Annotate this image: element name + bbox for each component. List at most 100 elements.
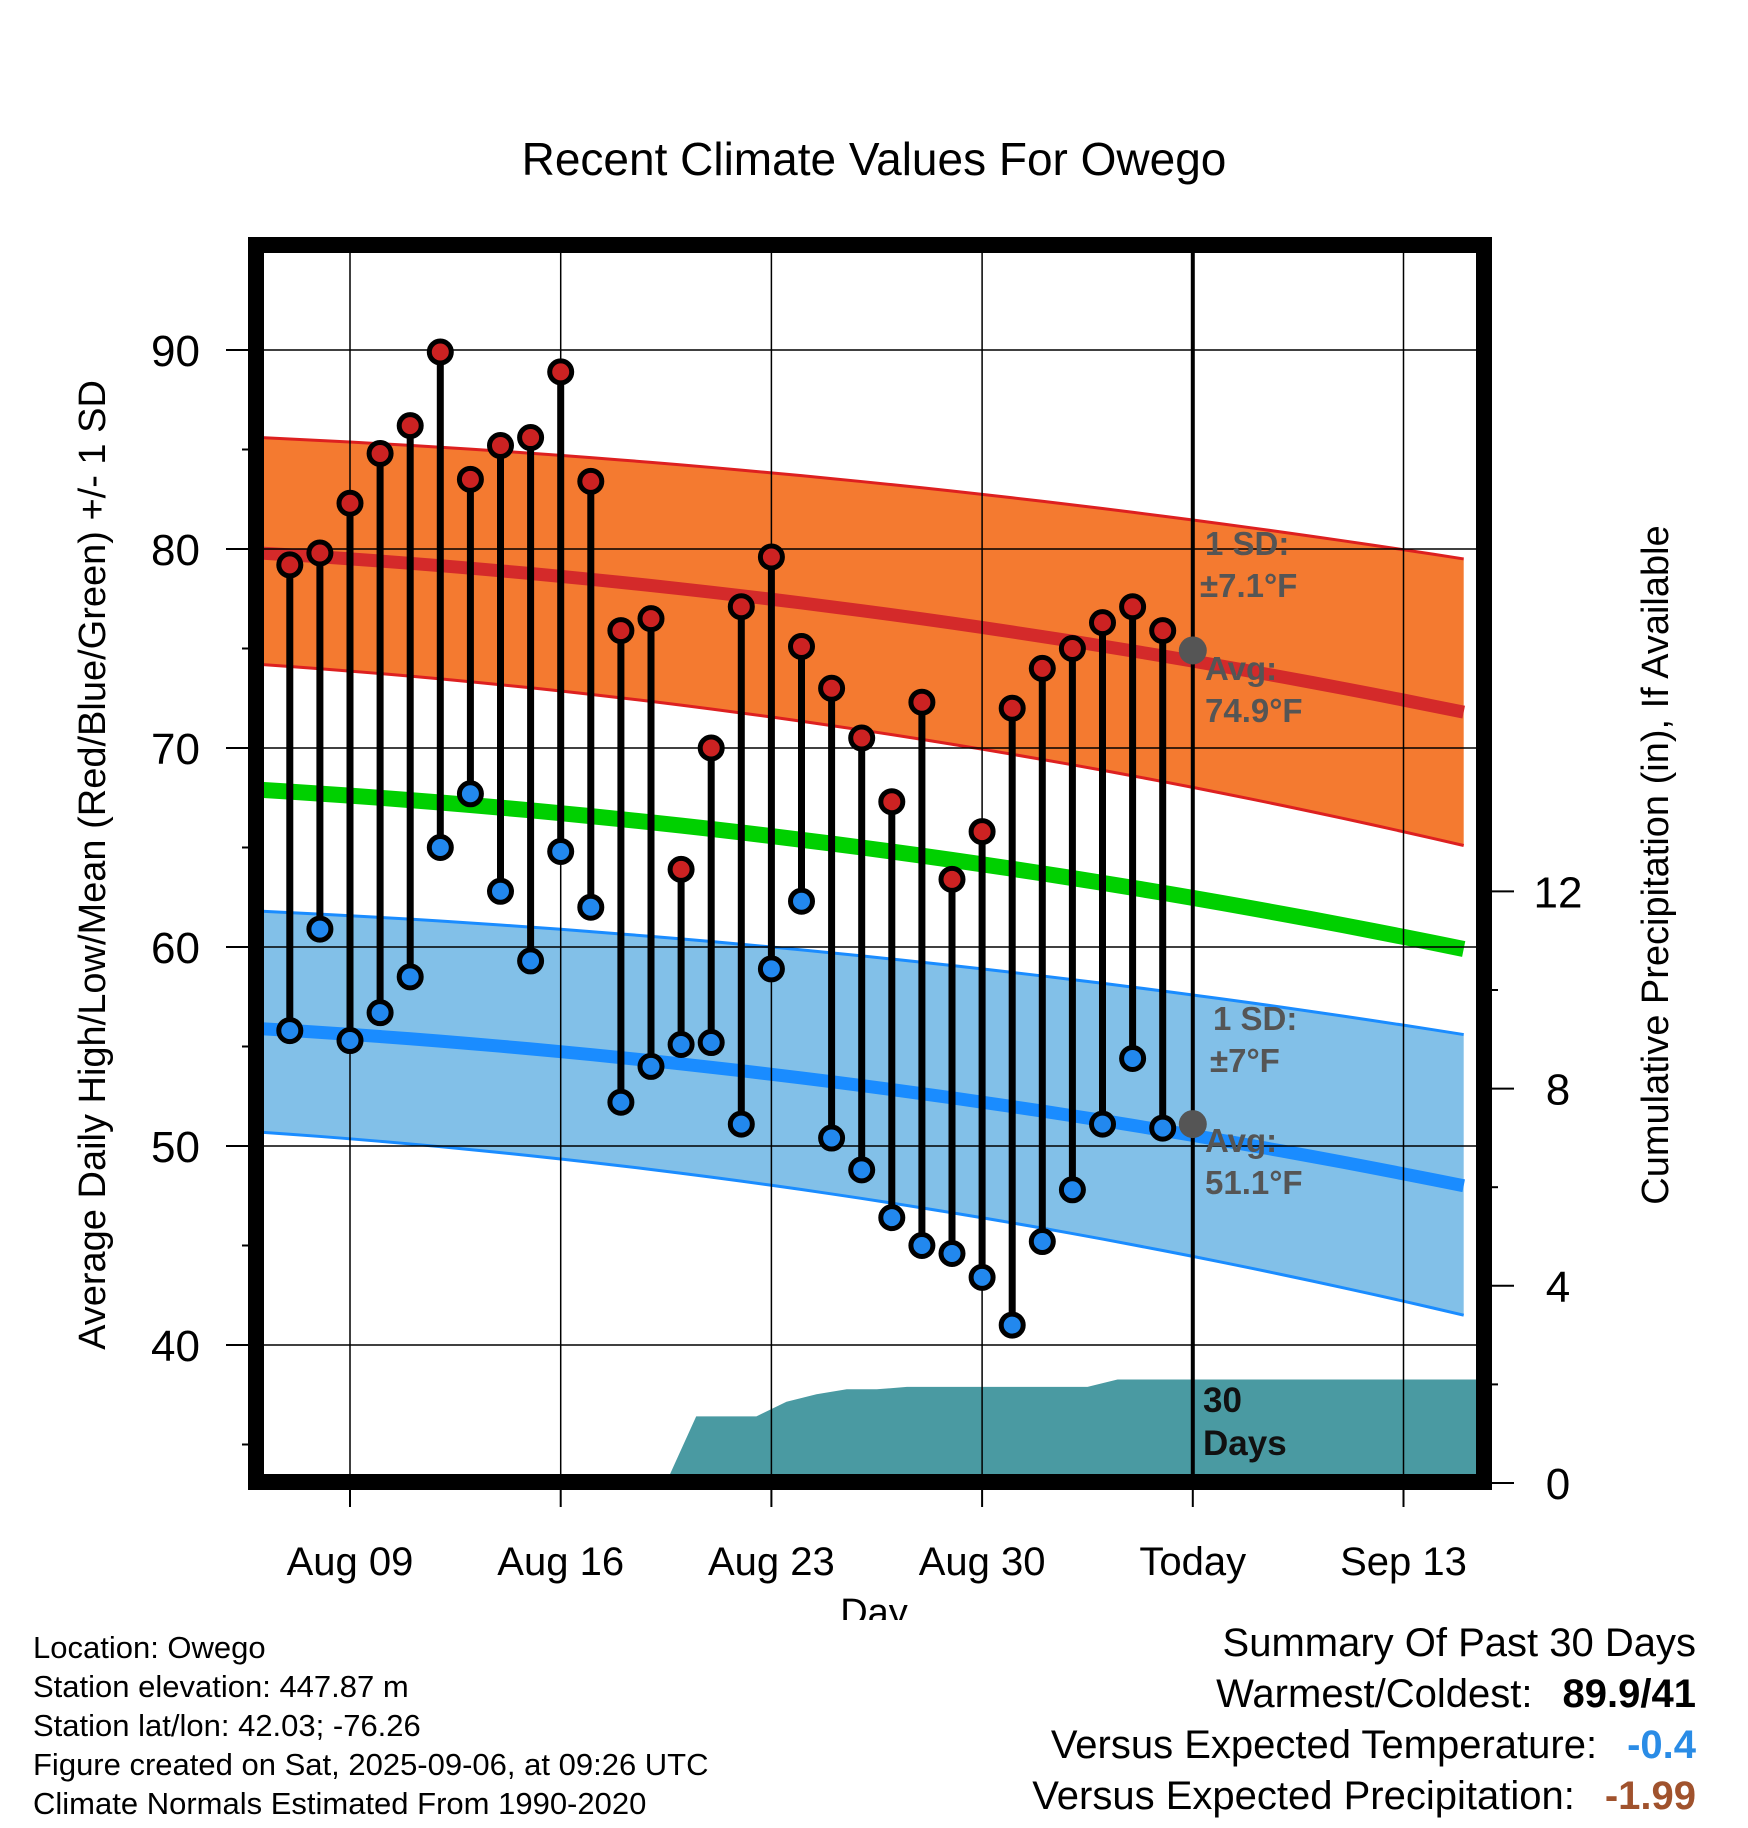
- high-point: [607, 617, 635, 645]
- low-point: [547, 837, 575, 865]
- high-point: [637, 605, 665, 633]
- y-left-tick-label: 70: [151, 725, 200, 774]
- x-tick-label: Aug 16: [497, 1540, 624, 1584]
- y-right-tick-label: 0: [1546, 1460, 1570, 1509]
- low-point: [757, 955, 785, 983]
- today-high-marker: [1178, 636, 1207, 665]
- x-tick-label: Aug 30: [919, 1540, 1046, 1584]
- high-point: [336, 489, 364, 517]
- high-point: [1119, 593, 1147, 621]
- low-point: [1149, 1114, 1177, 1142]
- high-point: [1089, 609, 1116, 637]
- station-info: Location: Owego Station elevation: 447.8…: [33, 1628, 709, 1823]
- low-point: [998, 1311, 1026, 1339]
- summary-temp-row: Versus Expected Temperature: -0.4: [1032, 1720, 1696, 1771]
- high-point: [788, 633, 815, 661]
- warmest-value: 89.9/41: [1562, 1672, 1696, 1716]
- low-point: [366, 999, 394, 1027]
- low-point: [788, 887, 815, 915]
- low-sd-label: 1 SD:: [1213, 1000, 1297, 1037]
- y-left-tick-label: 80: [151, 526, 200, 575]
- high-sd-value: ±7.1°F: [1200, 567, 1297, 604]
- high-point: [757, 543, 785, 571]
- normals-text: Climate Normals Estimated From 1990-2020: [33, 1786, 647, 1821]
- low-point: [637, 1052, 665, 1080]
- location-text: Location: Owego: [33, 1630, 266, 1665]
- y-left-tick-label: 50: [151, 1123, 200, 1172]
- high-point: [1149, 617, 1177, 645]
- high-point: [998, 694, 1026, 722]
- low-point: [276, 1017, 304, 1045]
- low-sd-band-lower-edge: [259, 1130, 1465, 1317]
- low-point: [1058, 1176, 1086, 1204]
- precipitation-area: [259, 1379, 1485, 1483]
- high-point: [547, 358, 575, 386]
- high-point: [908, 688, 936, 716]
- high-point: [667, 855, 695, 883]
- y-right-tick-label: 4: [1546, 1263, 1570, 1312]
- summary-panel: Summary Of Past 30 Days Warmest/Coldest:…: [1032, 1618, 1696, 1822]
- high-avg-label: Avg:: [1205, 650, 1277, 687]
- y-left-tick-label: 40: [151, 1322, 200, 1371]
- temp-label: Versus Expected Temperature:: [1050, 1723, 1598, 1767]
- low-point: [517, 947, 545, 975]
- low-point: [667, 1031, 695, 1059]
- high-point: [968, 818, 996, 846]
- high-point: [727, 593, 755, 621]
- chart-title: Recent Climate Values For Owego: [522, 133, 1227, 185]
- x-tick-label: Aug 09: [287, 1540, 414, 1584]
- temp-value: -0.4: [1627, 1723, 1696, 1767]
- low-point: [336, 1027, 364, 1055]
- low-point: [396, 963, 424, 991]
- plot-frame: [248, 237, 1492, 1490]
- low-point: [487, 877, 514, 905]
- precip-value: -1.99: [1604, 1774, 1696, 1818]
- x-tick-label: Sep 13: [1340, 1540, 1467, 1584]
- high-avg-value: 74.9°F: [1205, 692, 1303, 729]
- high-point: [487, 432, 514, 460]
- elevation-text: Station elevation: 447.87 m: [33, 1669, 409, 1704]
- y-right-tick-label: 12: [1534, 868, 1583, 917]
- high-normal-line: [259, 546, 1465, 719]
- low-point: [968, 1263, 996, 1291]
- low-point: [426, 834, 454, 861]
- low-point: [878, 1204, 906, 1232]
- high-point: [426, 338, 454, 366]
- high-point: [878, 788, 906, 816]
- high-point: [697, 734, 725, 762]
- y-left-tick-label: 90: [151, 327, 200, 376]
- high-point: [938, 865, 966, 893]
- low-point: [1119, 1044, 1147, 1072]
- climate-chart: Recent Climate Values For Owego 1 SD: ±7.…: [72, 133, 1677, 1620]
- low-point: [848, 1156, 876, 1184]
- high-point: [276, 551, 304, 579]
- created-text: Figure created on Sat, 2025-09-06, at 09…: [33, 1747, 709, 1782]
- today-low-marker: [1178, 1110, 1207, 1139]
- low-point: [306, 915, 334, 943]
- low-point: [607, 1088, 635, 1116]
- low-avg-label: Avg:: [1205, 1122, 1277, 1159]
- high-point: [1028, 654, 1056, 682]
- y-right-tick-label: 8: [1546, 1066, 1570, 1115]
- plot-area: 1 SD: ±7.1°F Avg: 74.9°F 1 SD: ±7°F Avg: 51.1°F…: [151, 237, 1583, 1584]
- low-point: [818, 1124, 846, 1152]
- x-axis-label: Day: [840, 1592, 908, 1620]
- x-tick-label: Today: [1139, 1540, 1246, 1584]
- high-point: [517, 424, 545, 452]
- high-point: [456, 465, 484, 493]
- latlon-text: Station lat/lon: 42.03; -76.26: [33, 1708, 421, 1743]
- low-point: [727, 1110, 755, 1138]
- low-sd-value: ±7°F: [1210, 1042, 1280, 1079]
- warmest-label: Warmest/Coldest:: [1216, 1672, 1533, 1716]
- high-sd-band-upper-edge: [259, 436, 1464, 561]
- x-tick-label: Aug 23: [708, 1540, 835, 1584]
- high-point: [1058, 635, 1086, 662]
- precip-label-count: 30: [1203, 1381, 1242, 1420]
- low-point: [908, 1232, 936, 1259]
- high-point: [366, 439, 394, 467]
- summary-precip-row: Versus Expected Precipitation: -1.99: [1032, 1771, 1696, 1822]
- high-point: [848, 724, 876, 752]
- y-axis-left-label: Average Daily High/Low/Mean (Red/Blue/Gr…: [72, 380, 114, 1350]
- low-point: [697, 1029, 725, 1057]
- precip-label: Versus Expected Precipitation:: [1032, 1774, 1575, 1818]
